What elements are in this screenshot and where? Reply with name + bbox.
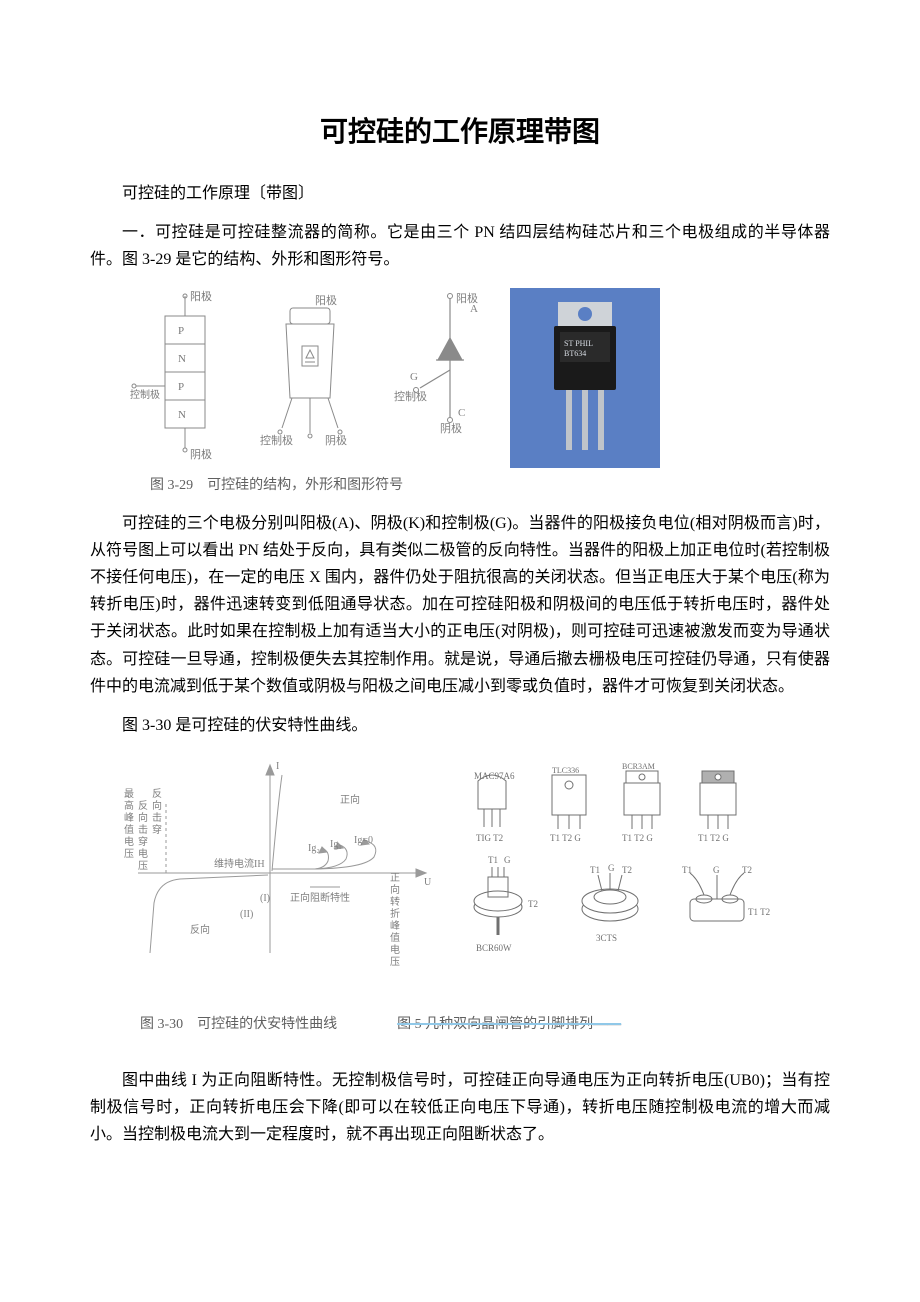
paragraph-electrodes: 可控硅的三个电极分别叫阳极(A)、阴极(K)和控制极(G)。当器件的阳极接负电位… [90,510,830,700]
svg-text:T1: T1 [488,855,498,865]
svg-text:正: 正 [390,873,400,884]
paragraph-intro: 可控硅的工作原理〔带图〕 [90,180,830,207]
figure-5-caption: 图 5 几种双向晶闸管的引脚排列—— [397,1013,621,1033]
svg-text:穿: 穿 [152,823,162,836]
svg-text:(II): (II) [240,909,253,920]
svg-text:控制极: 控制极 [394,389,427,403]
svg-text:击: 击 [152,812,162,824]
svg-text:N: N [178,353,186,365]
svg-text:T1: T1 [590,865,600,875]
svg-text:电: 电 [390,943,400,956]
svg-text:折: 折 [390,907,400,920]
svg-text:T1 T2: T1 T2 [748,907,770,917]
svg-text:阳极: 阳极 [315,293,337,307]
svg-text:G: G [608,863,615,873]
svg-text:反向: 反向 [190,923,210,936]
scr-component-photo: ST PHIL BT634 [510,288,660,468]
svg-text:G: G [504,855,511,865]
svg-text:峰: 峰 [124,812,134,824]
svg-text:峰: 峰 [390,920,400,932]
svg-text:值: 值 [390,931,400,944]
svg-text:高: 高 [124,799,134,812]
svg-text:转: 转 [390,895,400,908]
svg-text:Ig₁: Ig₁ [330,839,342,850]
svg-text:正向阻断特性: 正向阻断特性 [290,891,350,904]
svg-text:G: G [410,371,418,383]
svg-text:电: 电 [124,835,134,848]
svg-text:向: 向 [138,811,148,824]
svg-text:维持电流IH: 维持电流IH [214,857,265,870]
svg-text:正向: 正向 [340,793,360,806]
svg-text:向: 向 [152,799,162,812]
svg-text:反: 反 [152,788,162,800]
svg-text:P: P [178,381,184,393]
svg-text:BT634: BT634 [564,349,586,358]
svg-text:N: N [178,409,186,421]
svg-text:T2: T2 [742,865,752,875]
figure-3-29: 阳极 P N P N 控制极 阴极 阳极 控制极 阴极 [130,288,830,468]
svg-text:G: G [713,865,720,875]
svg-text:压: 压 [124,848,134,860]
scr-circuit-symbol: 阳极 A G 控制极 C 阴极 [380,288,500,468]
anode-label: 阳极 [190,289,212,303]
svg-text:BCR3AM: BCR3AM [622,762,655,771]
svg-text:最: 最 [124,788,134,800]
svg-text:Ig₂: Ig₂ [308,843,320,854]
figure-3-29-caption: 图 3-29 可控硅的结构，外形和图形符号 [150,474,830,494]
svg-text:(I): (I) [260,893,270,904]
svg-text:T2: T2 [528,899,538,909]
svg-text:T1 T2 G: T1 T2 G [698,833,729,843]
svg-text:TLC336: TLC336 [552,766,579,775]
svg-text:阴极: 阴极 [440,421,462,435]
svg-text:T1 T2 G: T1 T2 G [622,833,653,843]
paragraph-curve-explanation: 图中曲线 I 为正向阻断特性。无控制极信号时，可控硅正向导通电压为正向转折电压(… [90,1067,830,1149]
svg-text:A: A [470,303,478,315]
svg-text:Ig=0: Ig=0 [354,835,373,846]
svg-text:控制极: 控制极 [260,433,293,447]
svg-text:T1 T2 G: T1 T2 G [550,833,581,843]
svg-text:电: 电 [138,847,148,860]
svg-text:阴极: 阴极 [325,433,347,447]
scr-package-outline: 阳极 控制极 阴极 [250,288,370,468]
svg-text:反: 反 [138,800,148,812]
svg-text:I: I [276,761,279,772]
svg-text:阴极: 阴极 [190,447,212,461]
figure-3-30-caption: 图 3-30 可控硅的伏安特性曲线 [140,1013,337,1033]
svg-text:控制极: 控制极 [130,388,160,401]
svg-text:T1: T1 [682,865,692,875]
svg-text:压: 压 [138,860,148,872]
figure-3-30: I U 反向击穿 最高峰值电压 反向击穿电压 正向转折峰值电压 正向 反向 维持… [110,753,830,1003]
scr-iv-characteristic-curve: I U 反向击穿 最高峰值电压 反向击穿电压 正向转折峰值电压 正向 反向 维持… [110,753,440,1003]
document-title: 可控硅的工作原理带图 [90,110,830,150]
scr-layer-structure-diagram: 阳极 P N P N 控制极 阴极 [130,288,240,468]
svg-text:C: C [458,407,465,419]
triac-package-variants: MAC97A6 TIG T2 TLC336 T1 T2 G [450,753,790,1003]
svg-text:击: 击 [138,824,148,836]
svg-text:穿: 穿 [138,835,148,848]
svg-text:P: P [178,325,184,337]
svg-text:BCR60W: BCR60W [476,943,512,953]
paragraph-fig330-intro: 图 3-30 是可控硅的伏安特性曲线。 [90,712,830,739]
svg-text:压: 压 [390,956,400,968]
svg-text:T2: T2 [622,865,632,875]
svg-text:向: 向 [390,883,400,896]
svg-text:ST PHIL: ST PHIL [564,339,593,348]
svg-text:值: 值 [124,823,134,836]
svg-text:U: U [424,877,432,888]
svg-text:MAC97A6: MAC97A6 [474,771,515,781]
svg-text:TIG T2: TIG T2 [476,833,503,843]
paragraph-section-1: 一．可控硅是可控硅整流器的简称。它是由三个 PN 结四层结构硅芯片和三个电极组成… [90,219,830,273]
svg-text:3CTS: 3CTS [596,933,617,943]
